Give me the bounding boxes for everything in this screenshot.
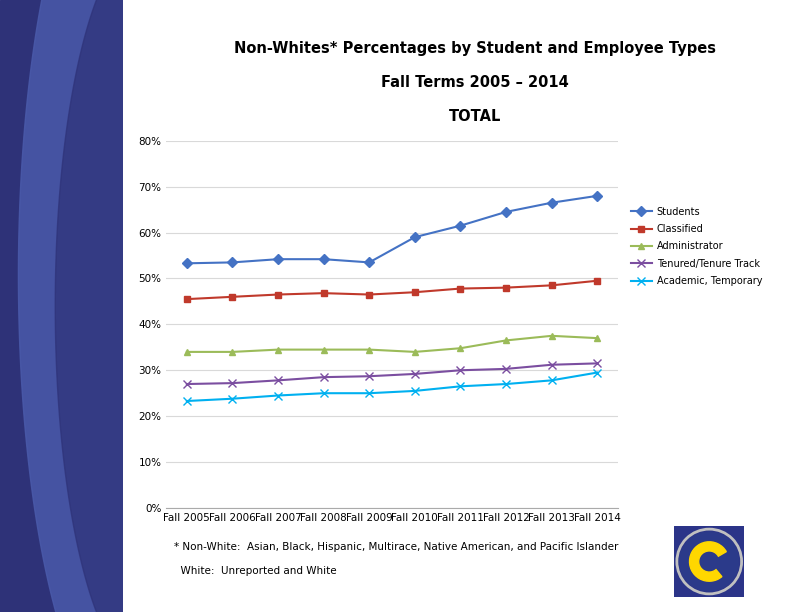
Tenured/Tenure Track bbox=[547, 361, 557, 368]
Students bbox=[455, 222, 465, 230]
Classified bbox=[182, 296, 192, 303]
Tenured/Tenure Track bbox=[319, 373, 329, 381]
Academic, Temporary bbox=[364, 389, 374, 397]
Students bbox=[592, 192, 602, 200]
Students bbox=[364, 259, 374, 266]
Administrator bbox=[410, 348, 420, 356]
Polygon shape bbox=[55, 0, 239, 612]
Students bbox=[273, 255, 283, 263]
Administrator bbox=[547, 332, 557, 340]
Circle shape bbox=[680, 532, 739, 591]
Text: TOTAL: TOTAL bbox=[449, 109, 501, 124]
Students bbox=[227, 259, 237, 266]
Academic, Temporary bbox=[227, 395, 237, 403]
Administrator bbox=[455, 345, 465, 352]
Text: Non-Whites* Percentages by Student and Employee Types: Non-Whites* Percentages by Student and E… bbox=[234, 42, 716, 56]
Classified bbox=[319, 289, 329, 297]
Text: Fall Terms 2005 – 2014: Fall Terms 2005 – 2014 bbox=[381, 75, 569, 90]
Wedge shape bbox=[690, 542, 726, 581]
Administrator bbox=[501, 337, 511, 344]
Tenured/Tenure Track bbox=[364, 373, 374, 380]
Tenured/Tenure Track bbox=[182, 380, 192, 388]
Academic, Temporary bbox=[410, 387, 420, 395]
Students bbox=[410, 233, 420, 241]
Text: White:  Unreported and White: White: Unreported and White bbox=[174, 566, 337, 576]
Line: Students: Students bbox=[184, 192, 600, 267]
Line: Tenured/Tenure Track: Tenured/Tenure Track bbox=[183, 359, 601, 388]
Students bbox=[182, 259, 192, 267]
Academic, Temporary bbox=[273, 392, 283, 399]
Line: Academic, Temporary: Academic, Temporary bbox=[183, 368, 601, 405]
Tenured/Tenure Track bbox=[273, 376, 283, 384]
Academic, Temporary bbox=[592, 369, 602, 376]
Classified bbox=[592, 277, 602, 285]
Tenured/Tenure Track bbox=[592, 360, 602, 367]
Classified bbox=[455, 285, 465, 292]
Administrator bbox=[364, 346, 374, 353]
Line: Administrator: Administrator bbox=[184, 332, 600, 356]
Legend: Students, Classified, Administrator, Tenured/Tenure Track, Academic, Temporary: Students, Classified, Administrator, Ten… bbox=[630, 207, 762, 286]
Administrator bbox=[592, 334, 602, 341]
Academic, Temporary bbox=[182, 397, 192, 405]
Classified bbox=[273, 291, 283, 298]
Administrator bbox=[273, 346, 283, 353]
Text: * Non-White:  Asian, Black, Hispanic, Multirace, Native American, and Pacific Is: * Non-White: Asian, Black, Hispanic, Mul… bbox=[174, 542, 619, 551]
Students bbox=[501, 208, 511, 215]
Academic, Temporary bbox=[501, 380, 511, 388]
Tenured/Tenure Track bbox=[455, 367, 465, 374]
Tenured/Tenure Track bbox=[410, 370, 420, 378]
Administrator bbox=[227, 348, 237, 356]
Classified bbox=[227, 293, 237, 300]
Tenured/Tenure Track bbox=[227, 379, 237, 387]
Academic, Temporary bbox=[319, 389, 329, 397]
Classified bbox=[364, 291, 374, 298]
Line: Classified: Classified bbox=[184, 277, 600, 302]
Classified bbox=[547, 282, 557, 289]
Polygon shape bbox=[18, 0, 252, 612]
Students bbox=[547, 199, 557, 206]
Tenured/Tenure Track bbox=[501, 365, 511, 373]
Administrator bbox=[182, 348, 192, 356]
Classified bbox=[410, 289, 420, 296]
Students bbox=[319, 255, 329, 263]
Academic, Temporary bbox=[547, 376, 557, 384]
Administrator bbox=[319, 346, 329, 353]
Academic, Temporary bbox=[455, 382, 465, 390]
Classified bbox=[501, 284, 511, 291]
